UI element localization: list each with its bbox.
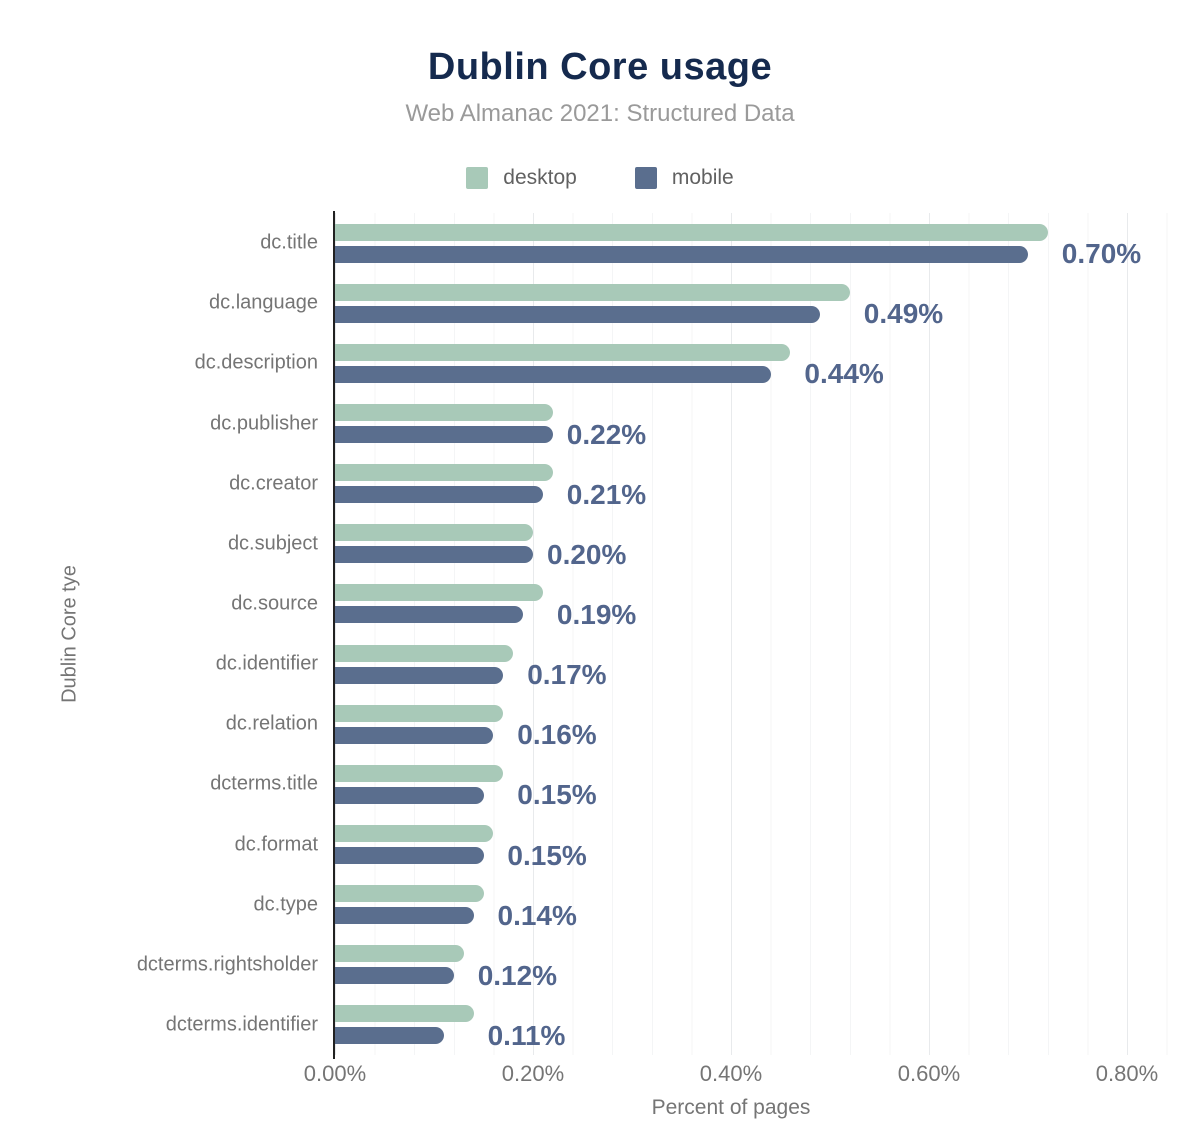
legend-item-desktop: desktop [466, 166, 577, 190]
mobile-bar [335, 245, 1028, 263]
x-axis-ticks: 0.00% 0.20% 0.40% 0.60% 0.80% [304, 1061, 1180, 1089]
category-label: dc.publisher [210, 412, 318, 434]
mobile-bar [335, 967, 454, 985]
desktop-bar [335, 644, 514, 662]
desktop-bar [335, 524, 533, 542]
mobile-bar [335, 666, 504, 684]
mobile-bar [335, 1027, 444, 1045]
x-axis-title: Percent of pages [651, 1096, 811, 1119]
desktop-bar [335, 1005, 474, 1023]
value-label: 0.49% [863, 298, 944, 330]
value-label: 0.15% [517, 779, 597, 811]
desktop-bar [335, 343, 791, 361]
category-label: dcterms.title [210, 772, 318, 795]
category-label: dc.format [234, 833, 318, 855]
category-label: dc.source [231, 592, 318, 615]
desktop-swatch-icon [466, 167, 489, 189]
category-labels: dc.title dc.language dc.description dc.publ… [0, 213, 318, 1055]
desktop-bar [335, 464, 553, 482]
desktop-bar [335, 404, 553, 421]
category-label: dc.type [253, 893, 318, 916]
category-label: dc.relation [225, 712, 318, 735]
category-label: dc.creator [229, 472, 318, 495]
legend: desktop mobile [0, 166, 1200, 190]
category-label: dcterms.identifier [165, 1013, 318, 1036]
category-label: dc.title [260, 231, 318, 254]
category-label: dc.identifier [215, 652, 318, 675]
mobile-bar [335, 426, 553, 443]
value-label: 0.70% [1061, 238, 1142, 270]
value-label: 0.12% [477, 959, 558, 991]
x-tick-label: 0.00% [303, 1061, 367, 1086]
y-axis-line [333, 211, 335, 1059]
legend-label-mobile: mobile [671, 166, 734, 189]
desktop-bar [335, 283, 850, 301]
mobile-bar [335, 365, 771, 383]
value-label: 0.11% [487, 1019, 566, 1051]
desktop-bar [335, 825, 494, 842]
plot-area: 0.70% 0.49% 0.44% 0.22% 0.21% 0.20% 0.19% 0.17%… [335, 213, 1180, 1055]
value-label: 0.19% [556, 598, 637, 630]
x-tick-label: 0.60% [897, 1061, 961, 1086]
mobile-bar [335, 847, 484, 864]
value-label: 0.22% [566, 418, 647, 450]
value-label: 0.17% [527, 659, 607, 691]
desktop-bar [335, 223, 1048, 241]
desktop-bar [335, 764, 504, 782]
legend-item-mobile: mobile [634, 166, 734, 190]
desktop-bar [335, 945, 464, 963]
mobile-swatch-icon [634, 167, 657, 189]
x-tick-label: 0.40% [699, 1061, 763, 1086]
category-label: dc.subject [227, 532, 318, 555]
desktop-bar [335, 584, 543, 602]
value-label: 0.16% [517, 719, 597, 751]
mobile-bar [335, 486, 543, 504]
mobile-bar [335, 726, 494, 744]
mobile-bar [335, 786, 484, 804]
value-label: 0.44% [804, 358, 884, 390]
x-tick-label: 0.20% [501, 1061, 565, 1086]
value-label: 0.15% [507, 839, 587, 871]
mobile-bar [335, 606, 524, 624]
value-label: 0.20% [547, 538, 627, 570]
mobile-bar [335, 907, 474, 925]
value-label: 0.21% [566, 478, 647, 510]
mobile-bar [335, 546, 533, 564]
category-label: dc.description [194, 351, 318, 374]
x-tick-label: 0.80% [1095, 1061, 1159, 1086]
category-label: dcterms.rightsholder [136, 953, 318, 976]
mobile-bar [335, 305, 821, 323]
desktop-bar [335, 704, 504, 722]
category-label: dc.language [209, 291, 318, 314]
value-label: 0.14% [497, 899, 577, 931]
chart-title: Dublin Core usage [427, 46, 773, 88]
legend-label-desktop: desktop [503, 166, 577, 189]
desktop-bar [335, 885, 484, 903]
chart-subtitle: Web Almanac 2021: Structured Data [405, 100, 795, 127]
